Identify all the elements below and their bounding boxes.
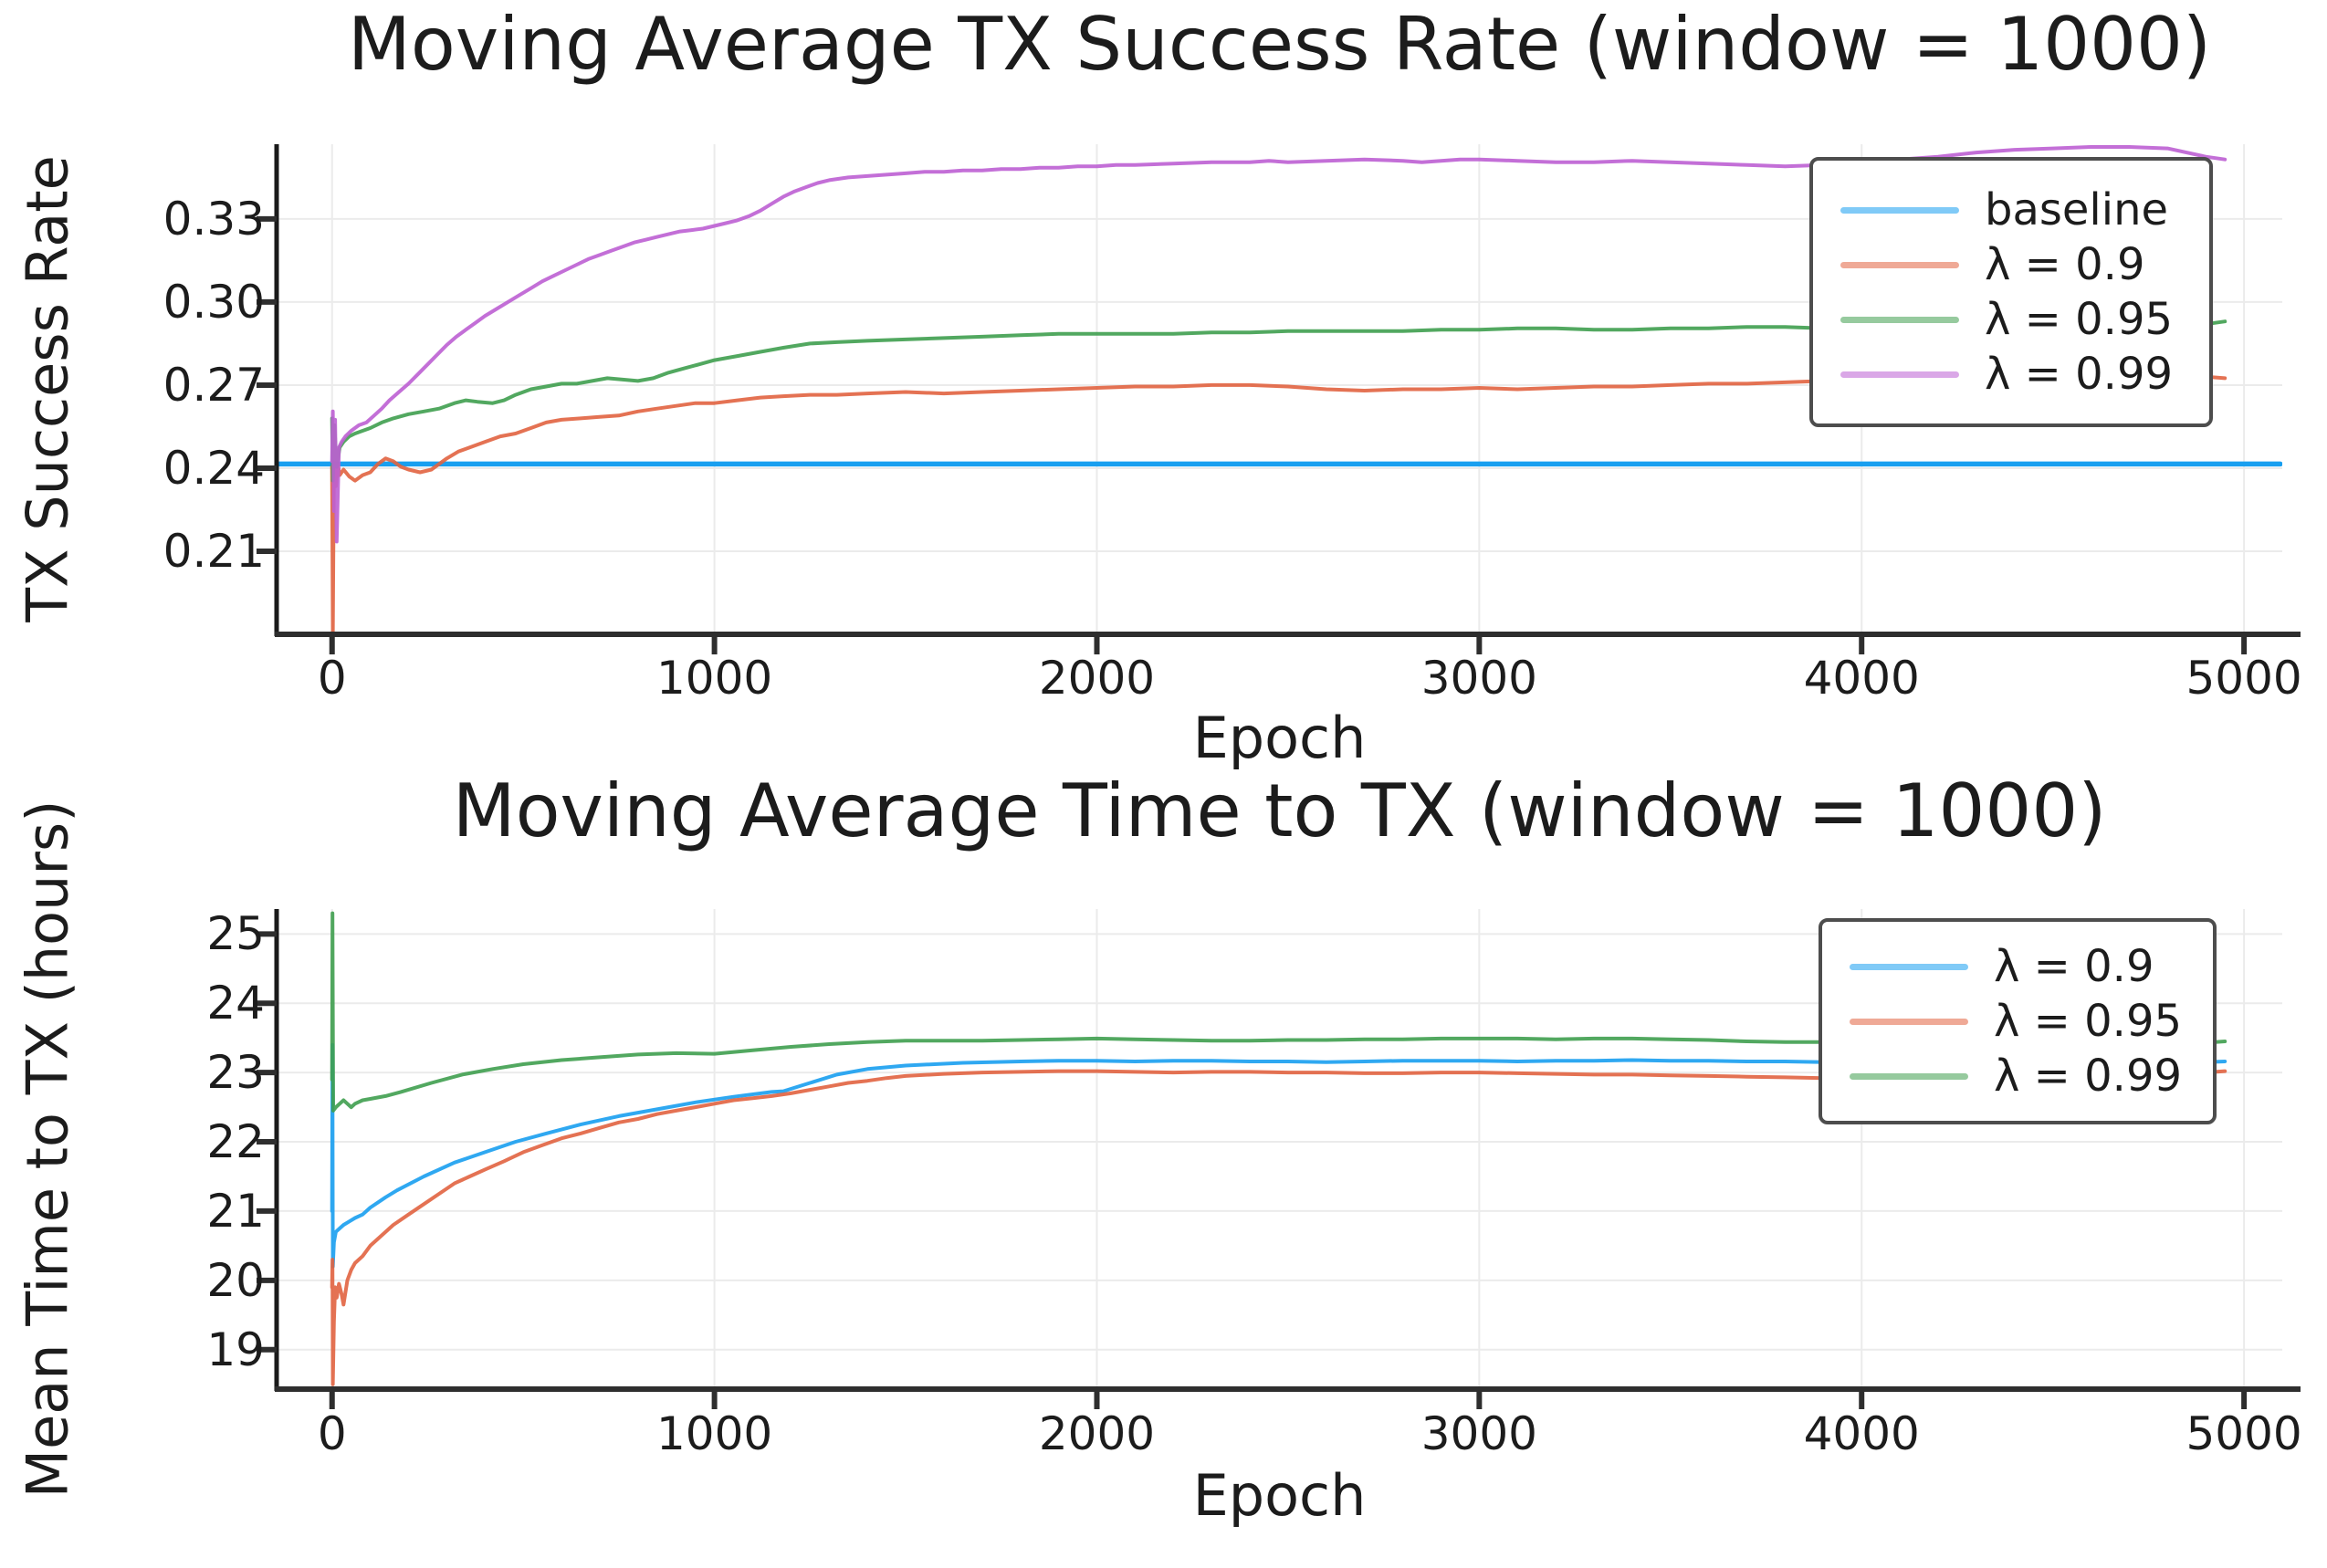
y-tick-label: 23 [206,1046,265,1100]
series-line-lambda-0.95 [330,319,2227,483]
x-tick-label: 3000 [1420,652,1537,705]
chart1-legend: baseline λ = 0.9 λ = 0.95 λ = 0.99 [1809,157,2213,427]
legend-label: λ = 0.99 [1985,349,2174,400]
legend-line-swatch [1850,963,1968,970]
legend-item: λ = 0.99 [1813,347,2209,402]
series-line-lambda-0.95 [330,1069,2227,1386]
legend-item: baseline [1813,183,2209,237]
y-tick-label: 0.33 [162,192,265,246]
y-tick-label: 0.30 [162,275,265,329]
x-tick-label: 5000 [2185,1407,2302,1460]
chart2-legend: λ = 0.9 λ = 0.95 λ = 0.99 [1819,918,2217,1124]
x-tick-label: 4000 [1803,1407,1920,1460]
legend-label: baseline [1985,184,2169,235]
y-tick-label: 24 [206,977,265,1030]
series-line-lambda-0.9 [330,371,2227,634]
legend-item: λ = 0.9 [1813,237,2209,292]
x-tick-label: 2000 [1038,652,1156,705]
y-tick-label: 0.27 [162,358,265,412]
legend-line-swatch [1850,1018,1968,1025]
x-tick-label: 1000 [655,1407,773,1460]
legend-item: λ = 0.95 [1813,292,2209,347]
legend-item: λ = 0.99 [1822,1049,2213,1103]
y-tick-label: 19 [206,1322,265,1376]
x-tick-label: 5000 [2185,652,2302,705]
chart2-title: Moving Average Time to TX (window = 1000… [452,768,2107,853]
y-tick-label: 20 [206,1253,265,1307]
legend-item: λ = 0.9 [1822,939,2213,994]
x-tick-label: 0 [317,1407,347,1460]
legend-line-swatch [1840,261,1959,268]
y-tick-label: 21 [206,1184,265,1238]
legend-label: λ = 0.99 [1994,1051,2183,1102]
legend-label: λ = 0.9 [1985,239,2145,290]
x-tick-label: 1000 [655,652,773,705]
legend-line-swatch [1840,206,1959,214]
x-tick-label: 2000 [1038,1407,1156,1460]
y-tick-label: 0.24 [162,441,265,495]
legend-label: λ = 0.9 [1994,941,2154,992]
legend-line-swatch [1850,1072,1968,1080]
x-tick-label: 3000 [1420,1407,1537,1460]
legend-line-swatch [1840,316,1959,323]
series-line-lambda-0.99 [330,145,2227,544]
y-tick-label: 25 [206,907,265,961]
legend-label: λ = 0.95 [1994,996,2183,1047]
legend-item: λ = 0.95 [1822,994,2213,1049]
legend-label: λ = 0.95 [1985,294,2174,345]
x-tick-label: 0 [317,652,347,705]
y-tick-label: 0.21 [162,524,265,578]
y-tick-label: 22 [206,1115,265,1169]
chart1-x-axis-label: Epoch [1192,705,1367,771]
legend-line-swatch [1840,371,1959,378]
chart1-title: Moving Average TX Success Rate (window =… [347,2,2212,87]
x-tick-label: 4000 [1803,652,1920,705]
chart2-x-axis-label: Epoch [1192,1462,1367,1529]
